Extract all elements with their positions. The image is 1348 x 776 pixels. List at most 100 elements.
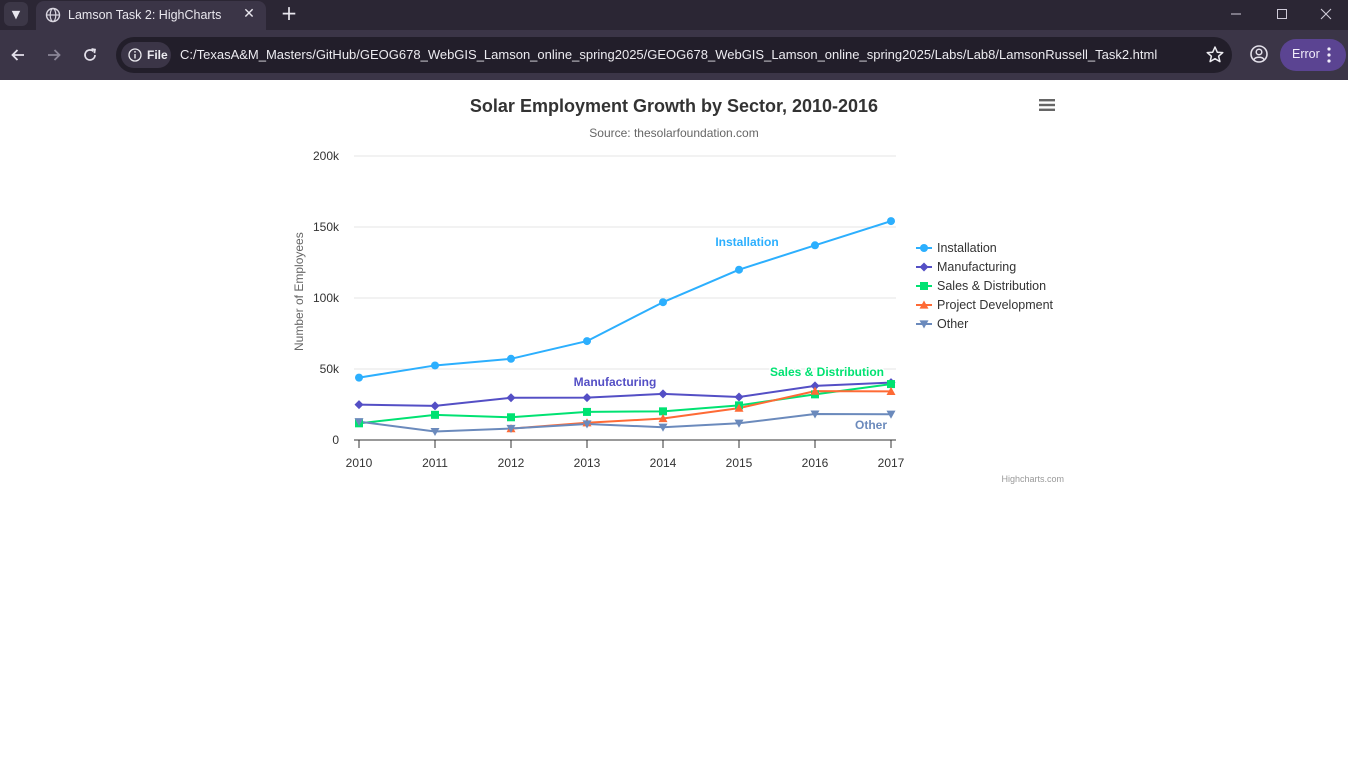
y-tick-label: 50k — [320, 362, 340, 376]
data-point[interactable] — [734, 419, 744, 428]
data-point[interactable] — [506, 393, 516, 403]
data-point[interactable] — [430, 427, 440, 437]
error-label: Error — [1292, 47, 1320, 61]
maximize-button[interactable] — [1260, 0, 1304, 28]
tab-strip: ▼ Lamson Task 2: HighCharts ✕ + — [0, 0, 1348, 30]
data-point[interactable] — [886, 386, 896, 395]
site-chip-label: File — [147, 48, 168, 62]
data-point[interactable] — [431, 410, 439, 419]
series-line — [358, 383, 892, 425]
y-tick-label: 0 — [332, 433, 339, 447]
series-line — [358, 220, 892, 379]
chart-subtitle: Source: thesolarfoundation.com — [589, 126, 759, 140]
x-tick-label: 2014 — [650, 456, 677, 470]
close-icon — [1320, 8, 1332, 20]
x-tick-label: 2011 — [422, 456, 448, 470]
x-tick-label: 2010 — [346, 456, 373, 470]
y-tick-label: 100k — [313, 291, 340, 305]
url-text[interactable]: C:/TexasA&M_Masters/GitHub/GEOG678_WebGI… — [180, 47, 1158, 62]
data-point[interactable] — [734, 392, 744, 402]
series-line — [358, 413, 892, 433]
arrow-left-icon — [11, 49, 24, 61]
browser-toolbar: File C:/TexasA&M_Masters/GitHub/GEOG678_… — [0, 30, 1348, 80]
data-point[interactable] — [810, 386, 820, 395]
series-label: Sales & Distribution — [770, 365, 884, 379]
legend-item[interactable]: Sales & Distribution — [916, 277, 1076, 296]
legend-item[interactable]: Manufacturing — [916, 258, 1076, 277]
legend-symbol-icon — [916, 300, 932, 309]
x-tick-label: 2012 — [498, 456, 525, 470]
series-label: Manufacturing — [574, 375, 657, 389]
legend-label: Sales & Distribution — [937, 279, 1047, 293]
series-line — [358, 381, 892, 407]
tab-search-button[interactable]: ▼ — [4, 2, 28, 26]
chevron-down-icon: ▼ — [11, 7, 21, 21]
data-point[interactable] — [887, 217, 895, 226]
plus-icon: + — [280, 1, 298, 25]
profile-icon[interactable] — [1246, 41, 1272, 67]
legend-item[interactable]: Other — [916, 315, 1076, 334]
legend-label: Other — [937, 317, 969, 331]
data-point[interactable] — [658, 423, 668, 432]
data-point[interactable] — [507, 413, 515, 422]
legend-symbol-icon — [916, 262, 932, 272]
tab-title: Lamson Task 2: HighCharts — [68, 8, 222, 22]
legend-item[interactable]: Installation — [916, 239, 1076, 258]
data-point[interactable] — [735, 265, 743, 274]
chart-legend: Installation Manufacturing Sales & Distrib… — [916, 239, 1076, 334]
data-point[interactable] — [811, 241, 819, 250]
legend-symbol-icon — [916, 282, 932, 290]
back-button[interactable] — [4, 41, 32, 69]
legend-label: Project Development — [937, 298, 1054, 312]
y-tick-label: 150k — [313, 220, 340, 234]
data-point[interactable] — [354, 418, 364, 427]
data-point[interactable] — [354, 400, 364, 410]
new-tab-button[interactable]: + — [278, 1, 300, 25]
data-point[interactable] — [658, 414, 668, 423]
data-point[interactable] — [658, 389, 668, 399]
window-close-button[interactable] — [1304, 0, 1348, 28]
error-button[interactable]: Error — [1280, 39, 1346, 71]
data-point[interactable] — [810, 410, 820, 419]
data-point[interactable] — [734, 403, 744, 412]
x-tick-label: 2015 — [726, 456, 753, 470]
y-axis-title: Number of Employees — [292, 232, 306, 351]
data-point[interactable] — [659, 407, 667, 416]
chart-export-menu-button[interactable] — [1038, 98, 1064, 120]
data-point[interactable] — [583, 407, 591, 416]
x-tick-label: 2016 — [802, 456, 829, 470]
data-point[interactable] — [431, 361, 439, 370]
close-icon: ✕ — [243, 6, 255, 22]
data-point[interactable] — [887, 380, 895, 389]
data-point[interactable] — [582, 420, 592, 429]
legend-item[interactable]: Project Development — [916, 296, 1076, 315]
data-point[interactable] — [430, 401, 440, 411]
legend-symbol-icon — [916, 244, 932, 252]
close-tab-button[interactable]: ✕ — [240, 5, 258, 23]
bookmark-star-icon[interactable] — [1204, 44, 1226, 66]
series-line — [510, 390, 892, 430]
data-point[interactable] — [506, 424, 516, 433]
site-info-chip[interactable]: File — [121, 42, 171, 68]
x-tick-label: 2013 — [574, 456, 601, 470]
data-point[interactable] — [659, 298, 667, 307]
data-point[interactable] — [507, 354, 515, 363]
highcharts-credits-link[interactable]: Highcharts.com — [1001, 474, 1064, 484]
data-point[interactable] — [583, 337, 591, 346]
arrow-right-icon — [48, 49, 61, 61]
reload-button[interactable] — [76, 41, 104, 69]
browser-tab[interactable]: Lamson Task 2: HighCharts ✕ — [36, 1, 266, 30]
data-point[interactable] — [810, 381, 820, 391]
y-tick-label: 200k — [313, 149, 340, 163]
chart-plot-svg: 0 50k 100k 150k 200k 2010 2011 2012 2013 2014 2015… — [313, 149, 905, 470]
data-point[interactable] — [355, 373, 363, 382]
series-label: Installation — [715, 235, 778, 249]
forward-button[interactable] — [40, 41, 68, 69]
data-point[interactable] — [886, 410, 896, 419]
data-point[interactable] — [582, 393, 592, 403]
address-bar[interactable]: File C:/TexasA&M_Masters/GitHub/GEOG678_… — [116, 37, 1232, 73]
legend-label: Installation — [937, 241, 997, 255]
minimize-button[interactable] — [1214, 0, 1258, 28]
highcharts-container: 0 50k 100k 150k 200k 2010 2011 2012 2013 2014 2015… — [280, 84, 1068, 494]
hamburger-menu-icon — [1039, 99, 1055, 111]
